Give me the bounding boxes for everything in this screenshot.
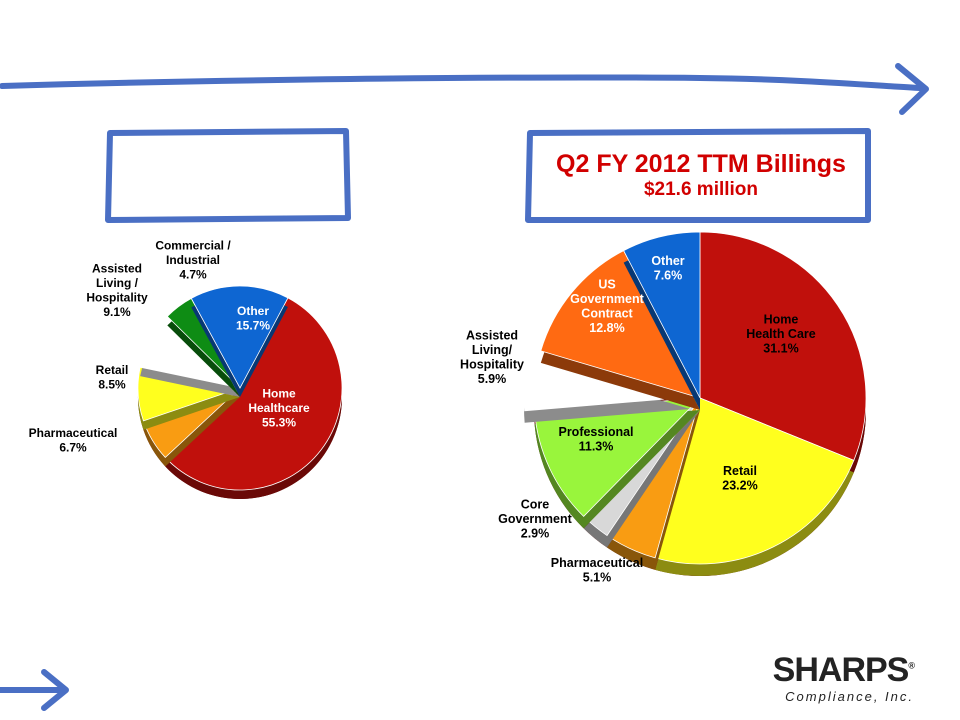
pie-chart-right: Home Health Care 31.1% Retail 23.2% Pharmaceu… xyxy=(460,231,867,585)
pie-1-slice-us xyxy=(540,250,701,399)
pie-0-label-1: Pharmaceutical 6.7% xyxy=(29,426,118,455)
pie-1-label-0: Home Health Care 31.1% xyxy=(746,313,816,356)
sharps-logo: SHARPS® Compliance, Inc. xyxy=(772,651,915,704)
pie-1-label-5: Assisted Living/Hospitality 5.9% xyxy=(460,328,524,386)
pie-1-label-2: Pharmaceutical 5.1% xyxy=(551,556,643,585)
pie-1-label-3: Core Government 2.9% xyxy=(498,498,572,541)
pie-1-label-6: US Government Contract 12.8% xyxy=(570,277,644,335)
left-title-box xyxy=(105,128,351,223)
top-arrow-head xyxy=(895,63,929,115)
pie-0-label-2: Retail 8.5% xyxy=(96,363,129,392)
logo-tagline: Compliance, Inc. xyxy=(785,689,914,704)
pie-1-slice-retail xyxy=(654,397,855,565)
pie-1-label-7: Other 7.6% xyxy=(651,254,684,283)
pie-0-label-5: Other 15.7% xyxy=(236,304,270,333)
pie-1-label-1: Retail 23.2% xyxy=(722,464,757,493)
pie-0-label-3: Assisted Living / Hospitality 9.1% xyxy=(86,261,148,319)
right-title-box xyxy=(525,128,871,223)
top-arrow-line xyxy=(0,74,923,91)
pie-1-slice-home xyxy=(699,231,867,461)
pie-0-slice-home xyxy=(164,297,343,491)
pie-1-label-4: Professional 11.3% xyxy=(558,425,633,454)
right-chart-title: Q2 FY 2012 TTM Billings $21.6 million xyxy=(536,150,866,201)
pie-0-slice-other xyxy=(190,285,289,389)
right-chart-title-text: Q2 FY 2012 TTM Billings xyxy=(556,150,846,178)
pie-1-slice-other xyxy=(623,231,701,399)
pie-0-label-0: Home Healthcare 55.3% xyxy=(248,387,310,430)
bottom-arrow-head xyxy=(41,669,69,711)
decor-strokes xyxy=(0,63,929,711)
pie-0-label-4: Commercial / Industrial 4.7% xyxy=(155,239,231,282)
logo-name: SHARPS® xyxy=(772,651,915,689)
pie-chart-left: Home Healthcare 55.3% Pharmaceutical 6.7% Ret… xyxy=(29,239,343,499)
right-chart-subtitle-text: $21.6 million xyxy=(643,178,759,200)
